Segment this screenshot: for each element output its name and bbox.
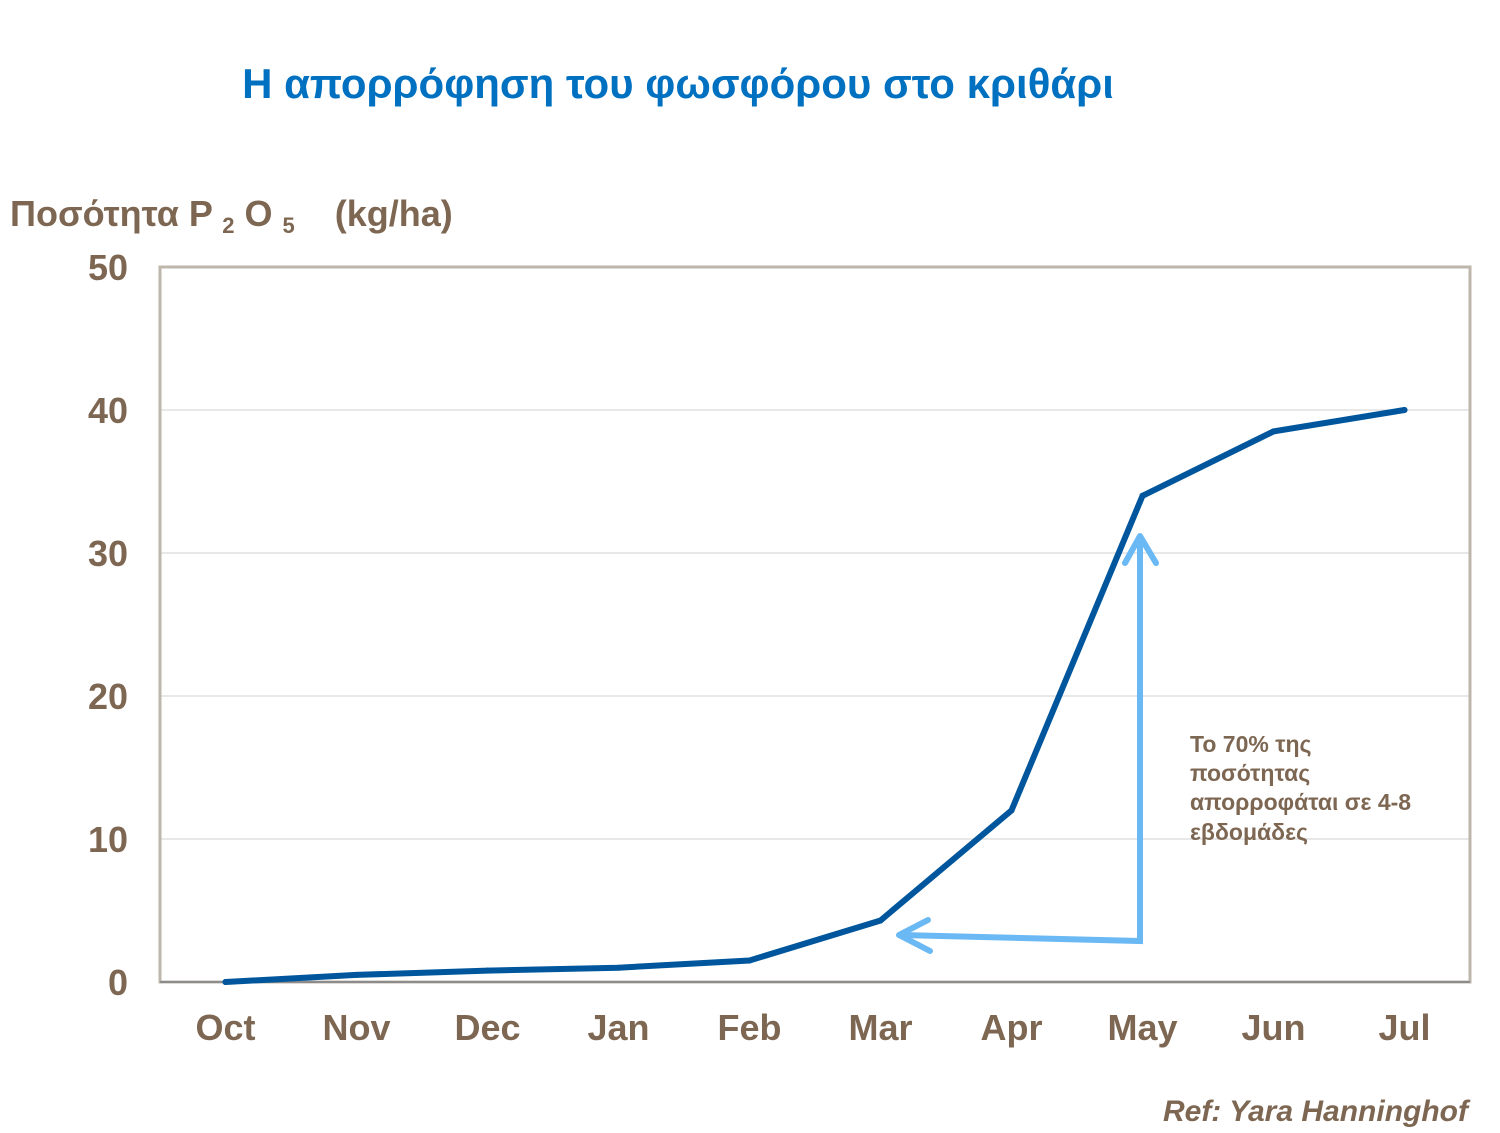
x-tick-label-nov: Nov (322, 1007, 390, 1048)
series (222, 407, 1408, 985)
x-tick-label-jun: Jun (1241, 1007, 1305, 1048)
data-point-jul (1401, 407, 1408, 413)
annotation-line-3: απορροφάται σε 4-8 (1190, 789, 1411, 815)
y-axis-title-subscript-2: 2 (222, 213, 234, 238)
x-tick-label-feb: Feb (717, 1007, 781, 1048)
annotation-line-2: ποσότητας (1190, 760, 1310, 786)
source-reference: Ref: Yara Hanninghof (1163, 1095, 1471, 1128)
y-axis-title-oxygen: O (245, 193, 273, 234)
x-tick-label-apr: Apr (981, 1007, 1043, 1048)
y-tick-label-20: 20 (88, 676, 128, 717)
x-axis-ticks: Oct Nov Dec Jan Feb Mar Apr May Jun Jul (195, 1007, 1430, 1048)
annotation-line-1: Το 70% της (1190, 731, 1312, 757)
x-tick-label-jan: Jan (587, 1007, 649, 1048)
y-tick-label-50: 50 (88, 247, 128, 288)
y-axis-title-subscript-5: 5 (283, 213, 295, 238)
x-tick-label-dec: Dec (454, 1007, 520, 1048)
y-axis-ticks: 0 10 20 30 40 50 (88, 247, 128, 1003)
x-tick-label-jul: Jul (1378, 1007, 1430, 1048)
y-tick-label-30: 30 (88, 533, 128, 574)
y-axis-title-unit: (kg/ha) (335, 193, 453, 234)
annotation-arrow (896, 533, 1159, 954)
data-point-feb (746, 957, 753, 964)
y-tick-label-10: 10 (88, 819, 128, 860)
chart-title: Η απορρόφηση του φωσφόρου στο κριθάρι (242, 60, 1114, 107)
y-tick-label-40: 40 (88, 390, 128, 431)
data-point-dec (484, 967, 491, 974)
gridlines (160, 409, 1470, 840)
plot-background (160, 267, 1470, 982)
data-point-jun (1270, 428, 1277, 435)
y-axis-title-main: Ποσότητα P (10, 193, 212, 234)
data-point-mar (877, 917, 884, 924)
arrow-head-left (896, 917, 933, 954)
arrow-head-up (1122, 533, 1159, 566)
x-tick-label-mar: Mar (848, 1007, 912, 1048)
arrow-shaft (897, 537, 1143, 945)
annotation: Το 70% της ποσότητας απορροφάται σε 4-8 … (1190, 731, 1411, 845)
data-point-nov (353, 971, 360, 978)
series-line (222, 407, 1408, 985)
y-axis-title: Ποσότητα P 2 O 5 (kg/ha) (10, 193, 453, 241)
annotation-line-4: εβδομάδες (1190, 819, 1308, 845)
data-point-jan (615, 964, 622, 971)
data-point-apr (1008, 807, 1015, 814)
y-tick-label-0: 0 (108, 962, 128, 1003)
x-tick-label-may: May (1107, 1007, 1177, 1048)
data-point-may (1139, 492, 1146, 499)
x-tick-label-oct: Oct (195, 1007, 255, 1048)
data-point-oct (222, 979, 229, 985)
